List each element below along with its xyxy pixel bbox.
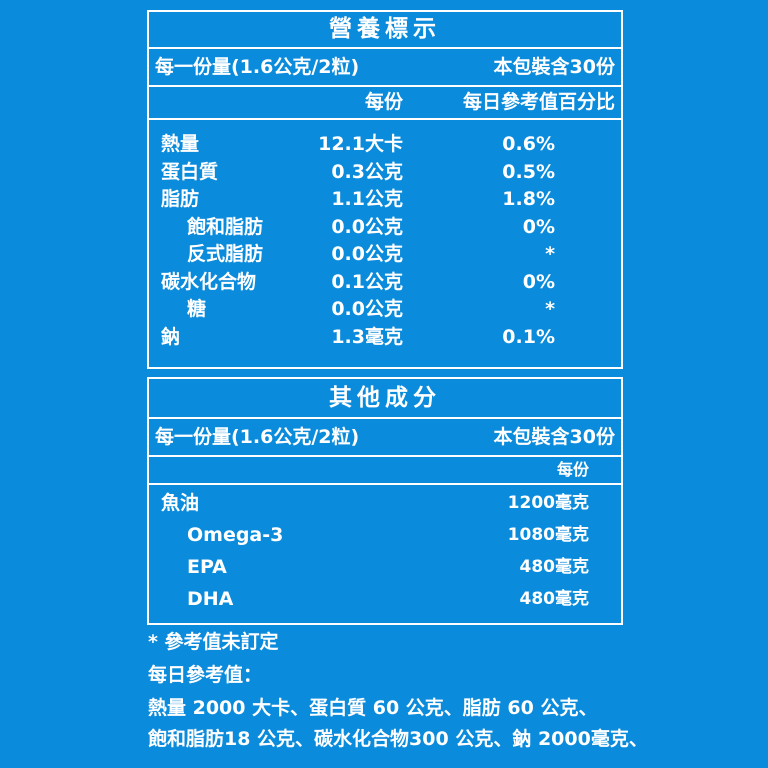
nutrient-percent: 0.5%	[502, 160, 555, 183]
asterisk-note: * 參考值未訂定	[148, 631, 279, 653]
nutrient-name: 蛋白質	[161, 160, 219, 183]
nutrient-percent: *	[545, 243, 555, 265]
nutrient-name: 飽和脂肪	[187, 215, 264, 238]
nutrient-amount: 0.0公克	[331, 298, 403, 320]
col-daily-value: 每日參考值百分比	[462, 91, 615, 113]
ingredient-name: 魚油	[161, 492, 200, 514]
column-header-row: 每份 每日參考值百分比	[149, 87, 621, 120]
daily-value-line-2: 飽和脂肪18 公克、碳水化合物300 公克、鈉 2000毫克、	[148, 728, 648, 750]
daily-value-line-1: 熱量 2000 大卡、蛋白質 60 公克、脂肪 60 公克、	[148, 697, 598, 719]
nutrition-facts-table: 營養標示 每一份量(1.6公克/2粒) 本包裝含30份 每份 每日參考值百分比 …	[147, 10, 623, 369]
ingredient-row: Omega-3 1080毫克	[149, 520, 621, 550]
ingredient-name: DHA	[187, 588, 234, 610]
nutrient-amount: 0.3公克	[331, 160, 403, 183]
nutrient-amount: 1.1公克	[331, 188, 403, 210]
nutrient-row: 蛋白質 0.3公克 0.5%	[149, 159, 621, 186]
nutrient-row: 碳水化合物 0.1公克 0%	[149, 269, 621, 296]
nutrient-amount: 0.1公克	[331, 270, 403, 293]
nutrient-row: 脂肪 1.1公克 1.8%	[149, 186, 621, 213]
nutrient-row: 糖 0.0公克 *	[149, 296, 621, 323]
other-body: 魚油 1200毫克 Omega-3 1080毫克 EPA 480毫克 DHA 480毫克	[149, 485, 621, 623]
nutrient-name: 鈉	[161, 325, 181, 348]
serving-row: 每一份量(1.6公克/2粒) 本包裝含30份	[149, 49, 621, 87]
ingredient-row: EPA 480毫克	[149, 552, 621, 582]
nutrient-amount: 1.3毫克	[331, 325, 403, 348]
nutrient-percent: 0%	[522, 270, 555, 293]
nutrition-title: 營養標示	[149, 12, 621, 49]
nutrient-percent: 0%	[522, 215, 555, 238]
other-title: 其他成分	[149, 379, 621, 419]
other-serving-row: 每一份量(1.6公克/2粒) 本包裝含30份	[149, 419, 621, 457]
nutrient-percent: *	[545, 298, 555, 320]
nutrient-amount: 0.0公克	[331, 243, 403, 265]
ingredient-name: Omega-3	[187, 524, 284, 546]
other-servings-per-package: 本包裝含30份	[493, 426, 615, 448]
ingredient-row: DHA 480毫克	[149, 584, 621, 614]
ingredient-row: 魚油 1200毫克	[149, 488, 621, 518]
nutrient-amount: 12.1大卡	[318, 133, 403, 155]
nutrient-name: 反式脂肪	[187, 243, 264, 265]
other-ingredients-table: 其他成分 每一份量(1.6公克/2粒) 本包裝含30份 每份 魚油 1200毫克 O…	[147, 377, 623, 625]
servings-per-package: 本包裝含30份	[493, 56, 615, 78]
nutrient-name: 碳水化合物	[161, 270, 257, 293]
other-serving-size: 每一份量(1.6公克/2粒)	[155, 426, 360, 448]
daily-value-label: 每日參考值：	[148, 664, 263, 686]
ingredient-amount: 1200毫克	[507, 493, 589, 513]
nutrient-name: 糖	[187, 298, 207, 320]
nutrient-name: 熱量	[161, 133, 200, 155]
ingredient-amount: 1080毫克	[507, 525, 589, 545]
nutrient-amount: 0.0公克	[331, 215, 403, 238]
nutrient-row: 反式脂肪 0.0公克 *	[149, 241, 621, 268]
nutrient-percent: 0.6%	[502, 133, 555, 155]
nutrient-row: 鈉 1.3毫克 0.1%	[149, 324, 621, 351]
nutrient-name: 脂肪	[161, 188, 200, 210]
ingredient-name: EPA	[187, 556, 227, 578]
ingredient-amount: 480毫克	[519, 557, 590, 577]
nutrient-row: 熱量 12.1大卡 0.6%	[149, 131, 621, 158]
nutrient-percent: 0.1%	[502, 325, 555, 348]
nutrition-body: 熱量 12.1大卡 0.6% 蛋白質 0.3公克 0.5% 脂肪 1.1公克 1.8% 飽和脂肪 0…	[149, 120, 621, 367]
serving-size: 每一份量(1.6公克/2粒)	[155, 56, 360, 78]
nutrient-row: 飽和脂肪 0.0公克 0%	[149, 214, 621, 241]
ingredient-amount: 480毫克	[519, 589, 590, 609]
col-per-serving: 每份	[364, 91, 403, 113]
other-column-header-row: 每份	[149, 457, 621, 485]
other-col-per-serving: 每份	[556, 460, 589, 479]
nutrient-percent: 1.8%	[502, 188, 555, 210]
